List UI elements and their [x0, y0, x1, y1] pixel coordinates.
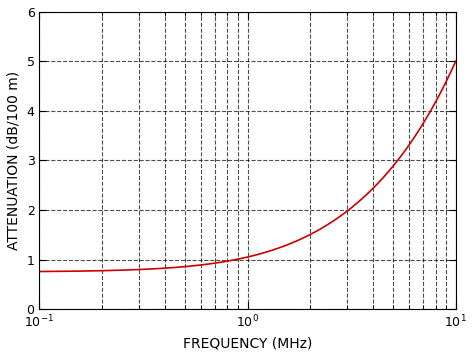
Y-axis label: ATTENUATION (dB/100 m): ATTENUATION (dB/100 m) — [7, 71, 21, 250]
X-axis label: FREQUENCY (MHz): FREQUENCY (MHz) — [183, 336, 312, 350]
